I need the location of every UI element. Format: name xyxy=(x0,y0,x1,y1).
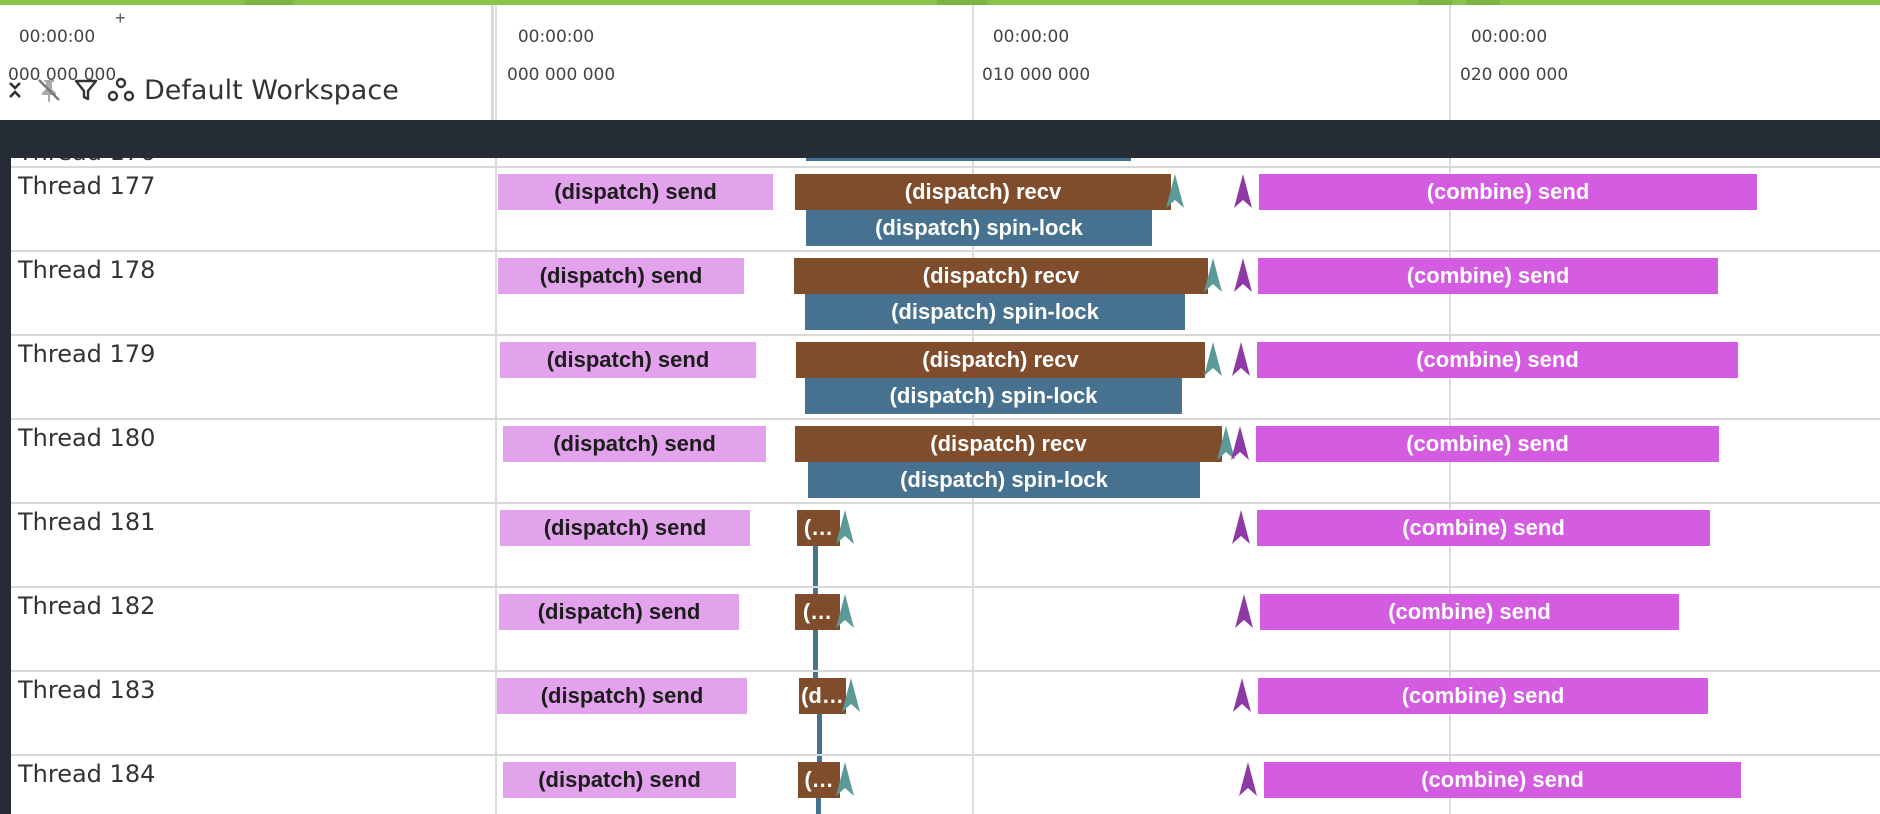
dispatch-recv-slice[interactable]: (… xyxy=(798,762,840,798)
flow-arrow-icon[interactable] xyxy=(1215,424,1237,462)
thread-label: Thread 182 xyxy=(18,592,156,620)
row-separator xyxy=(11,586,1880,588)
overview-marker xyxy=(245,0,293,5)
dispatch-send-slice[interactable]: (dispatch) send xyxy=(498,174,773,210)
cursor-time-line1: 00:00:00 xyxy=(18,27,96,47)
dispatch-recv-slice[interactable]: (dispatch) recv xyxy=(794,258,1208,294)
flow-arrow-icon[interactable] xyxy=(1230,508,1252,546)
gridline xyxy=(1449,5,1451,814)
flow-arrow-icon[interactable] xyxy=(1229,424,1251,462)
row-separator xyxy=(11,502,1880,504)
ruler-tick-label: 00:00:00 010 000 000 xyxy=(982,9,1090,104)
thread-label: Thread 176 xyxy=(18,158,155,166)
thread-label: Thread 184 xyxy=(18,760,156,788)
combine-send-slice[interactable]: (combine) send xyxy=(1256,426,1719,462)
dispatch-spin-lock-slice[interactable]: (dispatch) spin-lock xyxy=(805,378,1182,414)
dispatch-recv-slice[interactable]: (dispatch) recv xyxy=(795,426,1222,462)
spin-lock-thin-slice[interactable] xyxy=(817,714,822,788)
thread-label: Thread 181 xyxy=(18,508,156,536)
row-separator xyxy=(11,334,1880,336)
dispatch-send-slice[interactable]: (dispatch) send xyxy=(497,678,747,714)
collapse-all-icon[interactable] xyxy=(0,73,30,107)
thread-label: Thread 183 xyxy=(18,676,156,704)
combine-send-slice[interactable]: (combine) send xyxy=(1257,510,1710,546)
cursor-time-line2: 000 000 000 xyxy=(8,65,117,85)
dispatch-send-slice[interactable]: (dispatch) send xyxy=(503,762,736,798)
partial-thread-row: Thread 176 xyxy=(11,158,1880,168)
ruler-tick-label: 00:00:00 000 000 000 xyxy=(507,9,615,104)
ruler-tick-line2: 020 000 000 xyxy=(1460,65,1569,85)
flow-arrow-icon[interactable] xyxy=(1164,172,1186,210)
dispatch-recv-slice[interactable]: (… xyxy=(795,594,840,630)
combine-send-slice[interactable]: (combine) send xyxy=(1260,594,1679,630)
ruler-tick-line1: 00:00:00 xyxy=(1470,27,1548,47)
ruler-tick-line1: 00:00:00 xyxy=(517,27,595,47)
gridline xyxy=(495,5,497,814)
thread-label: Thread 179 xyxy=(18,340,156,368)
dispatch-recv-slice[interactable]: (… xyxy=(797,510,840,546)
row-separator xyxy=(11,250,1880,252)
flow-arrow-icon[interactable] xyxy=(1231,676,1253,714)
thread-label: Thread 177 xyxy=(18,172,156,200)
flow-arrow-icon[interactable] xyxy=(1202,340,1224,378)
dispatch-send-slice[interactable]: (dispatch) send xyxy=(503,426,766,462)
process-indent-stripe xyxy=(0,158,11,814)
track-header-panel xyxy=(0,5,494,120)
overview-marker xyxy=(937,0,987,5)
flow-arrow-icon[interactable] xyxy=(1237,760,1259,798)
workspace-title: Default Workspace xyxy=(144,74,399,106)
combine-send-slice[interactable]: (combine) send xyxy=(1257,342,1738,378)
row-separator xyxy=(11,670,1880,672)
row-separator xyxy=(11,754,1880,756)
process-title: Process 4 xyxy=(26,5,140,33)
ruler-tick-line2: 000 000 000 xyxy=(507,65,616,85)
row-separator xyxy=(11,166,1880,168)
flow-arrow-icon[interactable] xyxy=(1233,592,1255,630)
thread-label: Thread 180 xyxy=(18,424,156,452)
dispatch-send-slice[interactable]: (dispatch) send xyxy=(499,594,739,630)
flow-arrow-icon[interactable] xyxy=(1232,256,1254,294)
dispatch-send-slice[interactable]: (dispatch) send xyxy=(500,510,750,546)
row-separator xyxy=(11,418,1880,420)
combine-send-slice[interactable]: (combine) send xyxy=(1264,762,1741,798)
flow-arrow-icon[interactable] xyxy=(1202,256,1224,294)
overview-marker xyxy=(1466,0,1500,5)
ruler-tick-line1: 00:00:00 xyxy=(992,27,1070,47)
flow-arrow-icon[interactable] xyxy=(1230,340,1252,378)
dispatch-send-slice[interactable]: (dispatch) send xyxy=(498,258,744,294)
ruler-tick-line2: 010 000 000 xyxy=(982,65,1091,85)
combine-send-slice[interactable]: (combine) send xyxy=(1259,174,1757,210)
spin-slice[interactable] xyxy=(806,158,1131,161)
flow-arrow-icon[interactable] xyxy=(840,676,862,714)
dispatch-spin-lock-slice[interactable]: (dispatch) spin-lock xyxy=(806,210,1152,246)
dispatch-recv-slice[interactable]: (d… xyxy=(799,678,846,714)
spin-lock-thin-slice[interactable] xyxy=(816,798,821,814)
dispatch-spin-lock-slice[interactable]: (dispatch) spin-lock xyxy=(808,462,1200,498)
combine-send-slice[interactable]: (combine) send xyxy=(1258,678,1708,714)
cursor-time-label: 00:00:00 000 000 000 xyxy=(8,9,116,104)
flow-arrow-icon[interactable] xyxy=(834,508,856,546)
spin-lock-thin-slice[interactable] xyxy=(813,630,818,704)
filter-icon[interactable] xyxy=(68,73,104,107)
dispatch-spin-lock-slice[interactable]: (dispatch) spin-lock xyxy=(805,294,1185,330)
ruler-tick-label: 00:00:00 020 000 000 xyxy=(1460,9,1568,104)
combine-send-slice[interactable]: (combine) send xyxy=(1258,258,1718,294)
spin-lock-thin-slice[interactable] xyxy=(813,546,818,620)
add-marker-button[interactable]: + xyxy=(115,8,126,28)
flow-arrow-icon[interactable] xyxy=(1232,172,1254,210)
workspace-graph-icon[interactable] xyxy=(104,73,138,107)
flow-arrow-icon[interactable] xyxy=(834,760,856,798)
flow-arrow-icon[interactable] xyxy=(834,592,856,630)
thread-label: Thread 178 xyxy=(18,256,156,284)
dispatch-recv-slice[interactable]: (dispatch) recv xyxy=(796,342,1205,378)
chevron-up-icon[interactable] xyxy=(6,10,22,31)
overview-marker xyxy=(1418,0,1452,5)
dispatch-recv-slice[interactable]: (dispatch) recv xyxy=(795,174,1171,210)
workspace-toolbar: Default Workspace xyxy=(0,70,399,110)
process-track-header[interactable] xyxy=(0,120,1880,158)
unpin-icon[interactable] xyxy=(30,73,68,107)
dispatch-send-slice[interactable]: (dispatch) send xyxy=(500,342,756,378)
